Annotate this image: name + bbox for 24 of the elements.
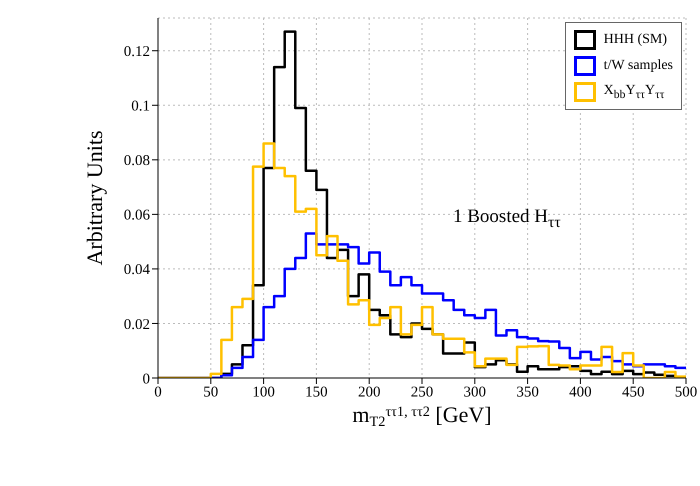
x-tick-label: 250 <box>410 384 434 401</box>
x-tick-label: 100 <box>252 384 275 401</box>
y-tick-label: 0.04 <box>124 262 150 278</box>
x-tick-label: 50 <box>203 384 218 401</box>
y-tick-label: 0.02 <box>124 316 150 333</box>
y-axis-title: Arbitrary Units <box>82 130 107 266</box>
y-tick-label: 0.12 <box>124 44 150 60</box>
x-tick-label: 0 <box>154 384 162 401</box>
x-tick-label: 450 <box>622 384 644 401</box>
legend-label: t/W samples <box>604 58 673 74</box>
x-tick-label: 300 <box>464 384 486 401</box>
y-tick-label: 0.08 <box>124 153 150 170</box>
x-tick-label: 400 <box>569 384 592 401</box>
x-tick-label: 350 <box>516 384 539 401</box>
y-tick-label: 0.06 <box>124 208 150 224</box>
x-axis-title: m$_{T2}$$^{ττ1, ττ2}$ [GeV] <box>352 402 492 430</box>
legend-label: HHH (SM) <box>604 32 668 48</box>
y-tick-label: 0.1 <box>131 98 150 115</box>
x-tick-label: 200 <box>358 384 380 401</box>
annotation: 1 Boosted H$_{ττ}$ <box>453 206 561 232</box>
x-tick-label: 150 <box>305 384 328 401</box>
x-tick-label: 500 <box>674 384 698 401</box>
y-tick-label: 0 <box>142 371 150 388</box>
legend-label: X$_{bb}$Y$_{ττ}$Y$_{ττ}$ <box>604 83 664 101</box>
